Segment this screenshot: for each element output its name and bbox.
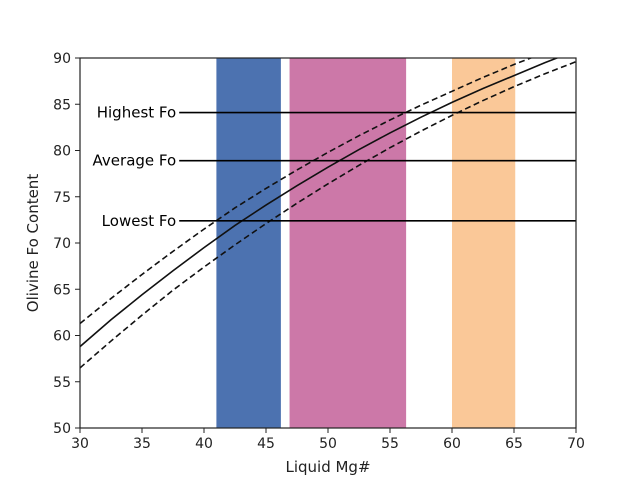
bound-curve-3 xyxy=(80,60,576,369)
y-tick-label: 50 xyxy=(53,421,71,437)
x-tick-label: 70 xyxy=(567,436,585,452)
band-2 xyxy=(289,58,407,428)
y-tick-label: 90 xyxy=(53,51,71,67)
x-tick-label: 50 xyxy=(319,436,337,452)
y-axis-ticks: 50 55 60 65 70 75 80 85 90 xyxy=(53,51,80,437)
reference-label-1: Highest Fo xyxy=(97,104,176,122)
y-tick-label: 65 xyxy=(53,282,71,298)
y-tick-label: 70 xyxy=(53,236,71,252)
band-3 xyxy=(452,58,516,428)
x-tick-label: 35 xyxy=(133,436,151,452)
band-1 xyxy=(216,58,281,428)
x-axis-label: Liquid Mg# xyxy=(285,458,370,476)
main-curve-1 xyxy=(80,58,560,348)
y-axis-label: Olivine Fo Content xyxy=(24,174,42,313)
x-tick-label: 60 xyxy=(443,436,461,452)
y-tick-label: 85 xyxy=(53,97,71,113)
y-tick-label: 60 xyxy=(53,329,71,345)
y-tick-label: 55 xyxy=(53,375,71,391)
band-group xyxy=(216,58,516,428)
x-tick-label: 55 xyxy=(381,436,399,452)
x-tick-label: 30 xyxy=(71,436,89,452)
x-tick-label: 45 xyxy=(257,436,275,452)
x-axis-ticks: 30 35 40 45 50 55 60 65 70 xyxy=(71,428,585,452)
reference-label-3: Lowest Fo xyxy=(102,212,177,230)
x-tick-label: 65 xyxy=(505,436,523,452)
reference-label-2: Average Fo xyxy=(93,152,177,170)
x-tick-label: 40 xyxy=(195,436,213,452)
y-tick-label: 75 xyxy=(53,190,71,206)
reference-line-group: Highest Fo Average Fo Lowest Fo xyxy=(93,104,576,230)
curve-group xyxy=(80,58,576,369)
y-tick-label: 80 xyxy=(53,144,71,160)
bound-curve-2 xyxy=(80,58,533,325)
